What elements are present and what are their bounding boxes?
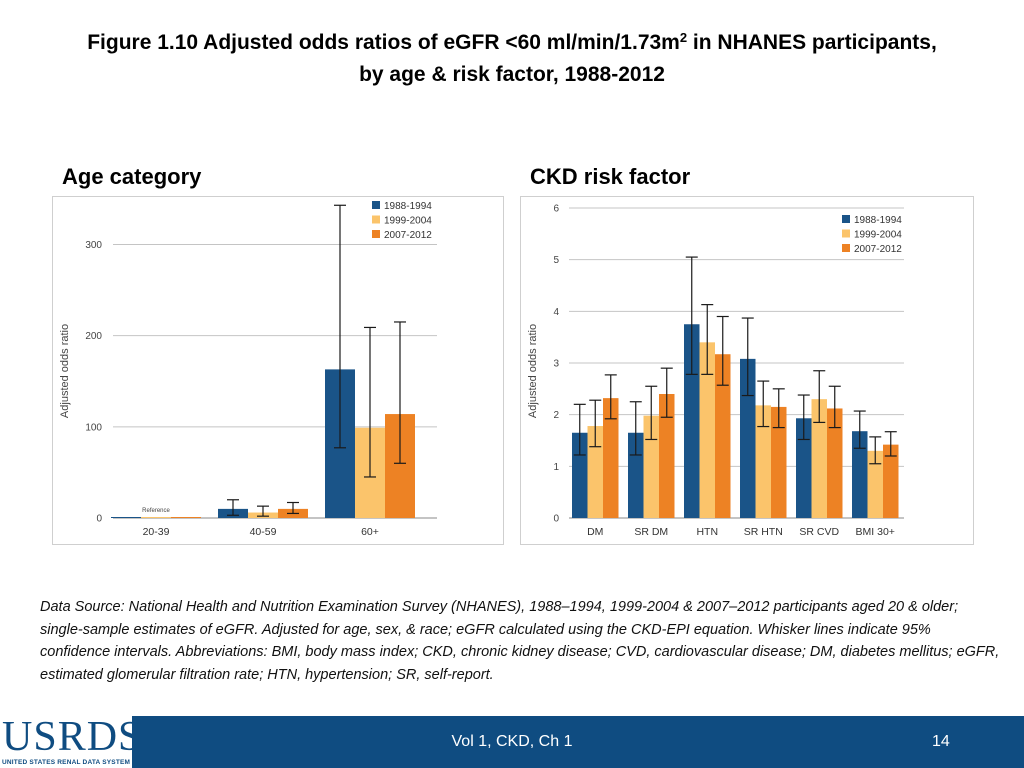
y-tick-label: 3 xyxy=(553,359,559,370)
title-part2: in NHANES participants, xyxy=(687,31,937,54)
legend-swatch-1988-1994 xyxy=(372,201,380,209)
bar-1988-1994-BMI 30+ xyxy=(852,431,868,518)
legend-label: 1999-2004 xyxy=(384,216,432,227)
logo-subtext: UNITED STATES RENAL DATA SYSTEM xyxy=(2,759,131,766)
ckd-chart-panel: 0 1 2 3 4 5 6 Adjusted odds ratio DM SR DM HTN SR H… xyxy=(520,196,974,545)
data-source-note: Data Source: National Health and Nutriti… xyxy=(40,599,1000,683)
legend-swatch-2007-2012 xyxy=(372,230,380,238)
bar-2007-2012-DM xyxy=(603,398,619,518)
legend-label: 1999-2004 xyxy=(854,230,902,241)
age-panel-label: Age category xyxy=(62,164,202,189)
age-chart-panel: 0 100 200 300 Adjusted odds ratio 20-39 40-59 6… xyxy=(52,196,504,545)
y-tick-label: 0 xyxy=(96,514,102,525)
bar-1999-2004-BMI 30+ xyxy=(867,450,883,518)
x-tick-label: SR DM xyxy=(634,526,668,538)
legend-label: 1988-1994 xyxy=(384,201,432,212)
bar-2007-2012-SR CVD xyxy=(827,408,843,518)
legend-swatch-1988-1994 xyxy=(842,215,850,223)
legend-swatch-1999-2004 xyxy=(842,229,850,238)
title-sup: 2 xyxy=(679,30,688,45)
bar-1988-1994-SR DM xyxy=(628,432,644,518)
bar-1999-2004-SR CVD xyxy=(811,399,827,518)
x-tick-label: 20-39 xyxy=(143,526,170,538)
y-tick-label: 1 xyxy=(553,462,559,473)
x-tick-label: 40-59 xyxy=(250,526,277,538)
bar-1988-1994-DM xyxy=(572,432,588,518)
bar-1999-2004-DM xyxy=(587,426,603,518)
bar-1988-1994-SR HTN xyxy=(740,358,756,518)
logo-text: USRDS xyxy=(2,714,143,760)
y-tick-label: 300 xyxy=(85,240,102,251)
ckd-chart: 0 1 2 3 4 5 6 Adjusted odds ratio DM SR DM HTN SR H… xyxy=(527,204,904,538)
y-tick-label: 0 xyxy=(553,514,559,525)
legend-swatch-2007-2012 xyxy=(842,244,850,252)
bar-2007-2012-SR DM xyxy=(659,394,675,518)
y-tick-label: 100 xyxy=(85,422,102,433)
legend-label: 1988-1994 xyxy=(854,215,902,226)
bar-2007-2012-20-39 xyxy=(171,517,201,518)
figure-title: Figure 1.10 Adjusted odds ratios of eGFR… xyxy=(20,22,1004,91)
y-tick-label: 200 xyxy=(85,331,102,342)
title-part1: Figure 1.10 Adjusted odds ratios of eGFR… xyxy=(87,31,680,54)
x-tick-label: BMI 30+ xyxy=(856,526,895,538)
reference-annotation: Reference xyxy=(142,508,170,514)
y-tick-label: 4 xyxy=(553,307,559,318)
bar-1999-2004-HTN xyxy=(699,342,715,518)
y-tick-label: 5 xyxy=(553,255,559,266)
bar-2007-2012-HTN xyxy=(715,354,731,518)
bar-2007-2012-BMI 30+ xyxy=(883,444,899,518)
y-tick-label: 6 xyxy=(553,204,559,215)
y-tick-label: 2 xyxy=(553,410,559,421)
bar-1988-1994-HTN xyxy=(684,324,700,518)
y-axis-label: Adjusted odds ratio xyxy=(527,324,539,418)
y-axis-label: Adjusted odds ratio xyxy=(59,324,71,418)
ckd-panel-label: CKD risk factor xyxy=(530,164,691,189)
x-tick-label: SR CVD xyxy=(799,526,839,538)
bar-1999-2004-SR DM xyxy=(643,415,659,518)
x-tick-label: 60+ xyxy=(361,526,379,538)
legend-label: 2007-2012 xyxy=(854,244,902,255)
bar-1988-1994-20-39 xyxy=(111,517,141,518)
legend-label: 2007-2012 xyxy=(384,230,432,241)
footer-volume-label: Vol 1, CKD, Ch 1 xyxy=(451,733,573,750)
bar-1988-1994-SR CVD xyxy=(796,418,812,518)
legend-swatch-1999-2004 xyxy=(372,215,380,224)
bar-1999-2004-20-39 xyxy=(141,517,171,518)
usrds-logo: USRDS UNITED STATES RENAL DATA SYSTEM xyxy=(0,713,141,768)
bar-2007-2012-SR HTN xyxy=(771,406,787,518)
footer-bar xyxy=(0,716,1024,768)
age-chart: 0 100 200 300 Adjusted odds ratio 20-39 40-59 6… xyxy=(59,201,437,538)
title-line2: by age & risk factor, 1988-2012 xyxy=(359,63,665,86)
x-tick-label: SR HTN xyxy=(744,526,783,538)
x-tick-label: HTN xyxy=(696,526,718,538)
bar-1999-2004-SR HTN xyxy=(755,405,771,518)
page-number: 14 xyxy=(932,733,950,750)
x-tick-label: DM xyxy=(587,526,603,538)
